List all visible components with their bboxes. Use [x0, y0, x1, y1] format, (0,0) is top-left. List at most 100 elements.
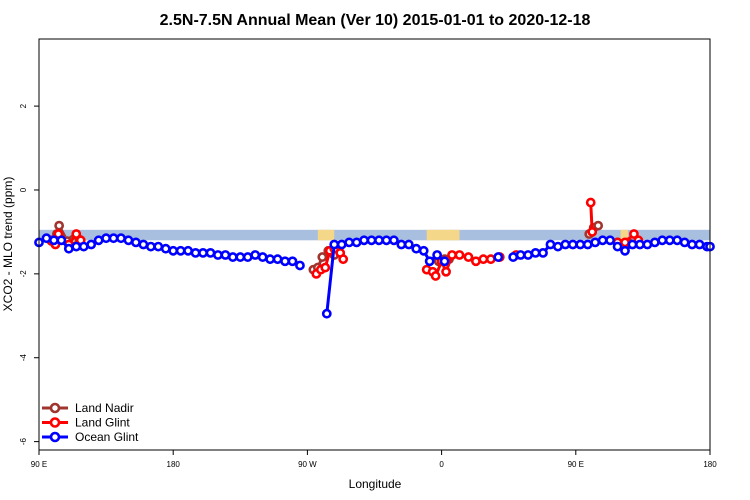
data-point — [54, 220, 65, 231]
data-point — [93, 235, 104, 246]
land-band — [317, 229, 335, 241]
data-point — [587, 227, 598, 237]
data-point — [351, 237, 362, 248]
data-point — [116, 233, 126, 244]
legend-label: Ocean Glint — [75, 430, 139, 444]
series-ocean-glint — [34, 233, 715, 319]
data-point — [86, 239, 97, 250]
data-point — [447, 250, 457, 260]
data-point — [411, 243, 422, 254]
data-point — [160, 243, 171, 254]
land-band — [620, 229, 628, 241]
data-point — [374, 235, 384, 246]
data-point — [567, 239, 578, 250]
ocean-band — [39, 229, 710, 241]
data-point — [694, 239, 705, 250]
data-point — [145, 241, 156, 252]
x-tick-label: 180 — [167, 460, 181, 469]
data-point — [272, 254, 283, 265]
data-point — [56, 235, 67, 246]
data-point — [49, 235, 59, 246]
data-point — [329, 239, 340, 250]
data-point — [220, 250, 231, 260]
data-point — [593, 220, 604, 231]
data-point — [432, 250, 443, 260]
data-point — [242, 252, 253, 262]
data-point — [381, 235, 392, 246]
data-point — [485, 254, 496, 265]
legend-label: Land Nadir — [75, 401, 134, 415]
data-point — [287, 256, 298, 267]
x-tick-label: 180 — [703, 460, 717, 469]
data-point — [627, 239, 638, 250]
data-point — [649, 237, 660, 248]
series-layer — [34, 197, 715, 319]
plot-frame — [38, 38, 711, 451]
data-point — [463, 252, 474, 262]
background-band — [39, 229, 710, 241]
data-point — [190, 247, 201, 258]
data-point — [41, 233, 52, 244]
data-point — [198, 247, 208, 258]
data-point — [344, 237, 355, 248]
data-point — [664, 235, 675, 246]
data-point — [295, 260, 305, 271]
land-band — [426, 229, 460, 241]
data-point — [257, 252, 268, 262]
legend-marker — [49, 417, 61, 428]
data-point — [560, 239, 571, 250]
data-point — [123, 235, 134, 246]
data-point — [366, 235, 377, 246]
x-tick-label: 90 W — [298, 460, 317, 469]
data-point — [153, 241, 164, 252]
data-point — [620, 245, 630, 256]
data-point — [530, 247, 541, 258]
y-axis: 2 0 -2 -4 -6 — [19, 103, 39, 445]
data-point — [430, 271, 441, 281]
y-tick-label: -2 — [19, 270, 28, 278]
legend-item: Ocean Glint — [42, 430, 139, 444]
data-point — [553, 241, 563, 252]
data-point — [515, 250, 526, 260]
data-point — [403, 239, 414, 250]
data-point — [108, 233, 119, 244]
data-point — [336, 239, 347, 250]
data-point — [183, 245, 194, 256]
data-point — [575, 239, 586, 250]
data-point — [235, 252, 246, 262]
data-point — [672, 235, 683, 246]
data-point — [538, 247, 548, 258]
data-point — [227, 252, 238, 262]
legend-marker — [49, 402, 61, 414]
data-point — [582, 239, 593, 250]
data-point — [493, 252, 504, 262]
y-axis-label: XCO2 - MLO trend (ppm) — [1, 177, 15, 312]
data-point — [679, 237, 690, 248]
data-point — [396, 239, 407, 250]
y-tick-label: 2 — [19, 103, 28, 108]
data-point — [280, 256, 290, 267]
data-point — [388, 235, 399, 246]
data-point — [439, 256, 450, 267]
data-point — [175, 245, 186, 256]
x-tick-label: 0 — [439, 460, 444, 469]
data-point — [585, 197, 596, 208]
x-tick-label: 90 E — [568, 460, 584, 469]
data-point — [687, 239, 698, 250]
legend-marker — [49, 431, 61, 443]
data-point — [597, 235, 608, 246]
data-point — [523, 250, 533, 260]
data-point — [590, 237, 601, 248]
data-point — [320, 262, 331, 273]
data-point — [478, 254, 489, 265]
data-point — [470, 256, 481, 267]
data-point — [138, 239, 149, 250]
y-tick-label: -4 — [19, 354, 28, 362]
data-point — [418, 245, 429, 256]
legend-label: Land Glint — [75, 416, 130, 430]
data-point — [441, 266, 451, 277]
data-point — [508, 252, 519, 262]
x-axis: 90 E 180 90 W 0 90 E 180 — [31, 450, 717, 469]
data-point — [101, 233, 111, 244]
